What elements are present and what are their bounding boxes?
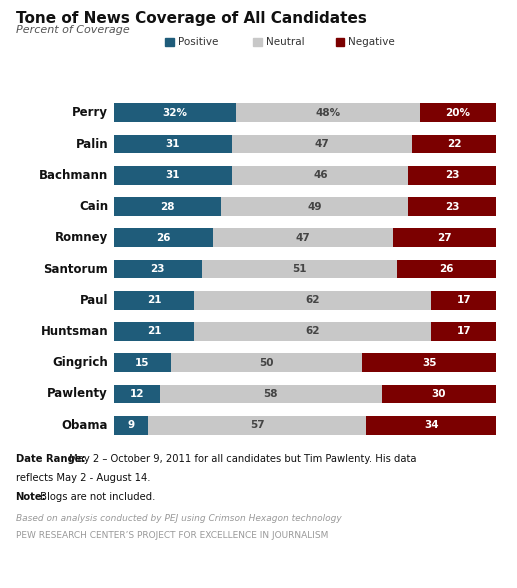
Bar xyxy=(431,322,496,341)
Text: 35: 35 xyxy=(422,358,437,368)
Text: 26: 26 xyxy=(439,264,454,274)
Text: Tone of News Coverage of All Candidates: Tone of News Coverage of All Candidates xyxy=(16,11,367,26)
Text: 21: 21 xyxy=(147,326,161,336)
Bar xyxy=(194,322,431,341)
Text: 31: 31 xyxy=(166,171,180,181)
Text: 15: 15 xyxy=(135,358,150,368)
Text: Bachmann: Bachmann xyxy=(39,169,108,182)
Bar xyxy=(236,103,420,122)
Text: Based on analysis conducted by PEJ using Crimson Hexagon technology: Based on analysis conducted by PEJ using… xyxy=(16,514,341,523)
Bar xyxy=(114,353,171,372)
Text: 47: 47 xyxy=(315,139,330,149)
Text: 23: 23 xyxy=(445,202,460,212)
Text: 17: 17 xyxy=(457,326,471,336)
Text: 26: 26 xyxy=(156,233,171,243)
Text: Romney: Romney xyxy=(55,231,108,244)
Bar xyxy=(408,166,496,185)
Text: Note:: Note: xyxy=(16,492,46,502)
Text: 30: 30 xyxy=(432,389,446,399)
Text: 62: 62 xyxy=(306,326,320,336)
Text: 49: 49 xyxy=(307,202,322,212)
Text: Positive: Positive xyxy=(178,36,218,47)
Bar xyxy=(114,291,194,310)
Bar xyxy=(114,260,202,278)
Bar xyxy=(408,197,496,216)
Text: Perry: Perry xyxy=(72,106,108,119)
Text: 27: 27 xyxy=(437,233,452,243)
Text: 34: 34 xyxy=(424,420,438,430)
Bar xyxy=(171,353,362,372)
Text: 20%: 20% xyxy=(446,108,470,118)
Bar xyxy=(148,416,366,435)
Bar xyxy=(420,103,496,122)
Text: Pawlenty: Pawlenty xyxy=(47,387,108,400)
Bar xyxy=(114,322,194,341)
Text: PEW RESEARCH CENTER’S PROJECT FOR EXCELLENCE IN JOURNALISM: PEW RESEARCH CENTER’S PROJECT FOR EXCELL… xyxy=(16,531,328,540)
Text: Cain: Cain xyxy=(79,200,108,213)
Text: 12: 12 xyxy=(129,389,144,399)
Text: Blogs are not included.: Blogs are not included. xyxy=(37,492,156,502)
Text: 23: 23 xyxy=(150,264,165,274)
Bar xyxy=(412,135,496,153)
Text: Santorum: Santorum xyxy=(43,262,108,276)
Text: Percent of Coverage: Percent of Coverage xyxy=(16,25,129,35)
Bar xyxy=(366,416,496,435)
Bar xyxy=(232,166,408,185)
Text: Obama: Obama xyxy=(62,419,108,432)
Text: Palin: Palin xyxy=(75,138,108,151)
Bar xyxy=(114,103,236,122)
Text: Paul: Paul xyxy=(80,294,108,307)
Bar xyxy=(232,135,412,153)
Bar xyxy=(114,416,148,435)
Text: 32%: 32% xyxy=(162,108,188,118)
Bar xyxy=(194,291,431,310)
Bar xyxy=(114,228,213,247)
Bar xyxy=(160,385,382,403)
Text: 57: 57 xyxy=(250,420,265,430)
Text: 22: 22 xyxy=(447,139,462,149)
Bar xyxy=(362,353,496,372)
Text: reflects May 2 - August 14.: reflects May 2 - August 14. xyxy=(16,473,150,483)
Bar xyxy=(221,197,408,216)
Bar xyxy=(114,385,160,403)
Bar xyxy=(431,291,496,310)
Bar xyxy=(213,228,393,247)
Text: 48%: 48% xyxy=(315,108,341,118)
Text: May 2 – October 9, 2011 for all candidates but Tim Pawlenty. His data: May 2 – October 9, 2011 for all candidat… xyxy=(66,454,417,464)
Bar xyxy=(114,197,221,216)
Bar xyxy=(114,135,232,153)
Text: 21: 21 xyxy=(147,295,161,305)
Text: 31: 31 xyxy=(166,139,180,149)
Text: 62: 62 xyxy=(306,295,320,305)
Bar xyxy=(397,260,496,278)
Text: Neutral: Neutral xyxy=(266,36,305,47)
Text: 46: 46 xyxy=(313,171,328,181)
Text: 28: 28 xyxy=(160,202,175,212)
Bar xyxy=(382,385,496,403)
Text: 9: 9 xyxy=(127,420,134,430)
Text: 51: 51 xyxy=(292,264,307,274)
Bar xyxy=(393,228,496,247)
Text: 23: 23 xyxy=(445,171,460,181)
Bar xyxy=(114,166,232,185)
Text: Negative: Negative xyxy=(348,36,395,47)
Text: Date Range:: Date Range: xyxy=(16,454,85,464)
Bar xyxy=(202,260,397,278)
Text: Gingrich: Gingrich xyxy=(52,356,108,369)
Text: 47: 47 xyxy=(296,233,311,243)
Text: 17: 17 xyxy=(457,295,471,305)
Text: Huntsman: Huntsman xyxy=(40,325,108,338)
Text: 50: 50 xyxy=(260,358,274,368)
Text: 58: 58 xyxy=(263,389,278,399)
